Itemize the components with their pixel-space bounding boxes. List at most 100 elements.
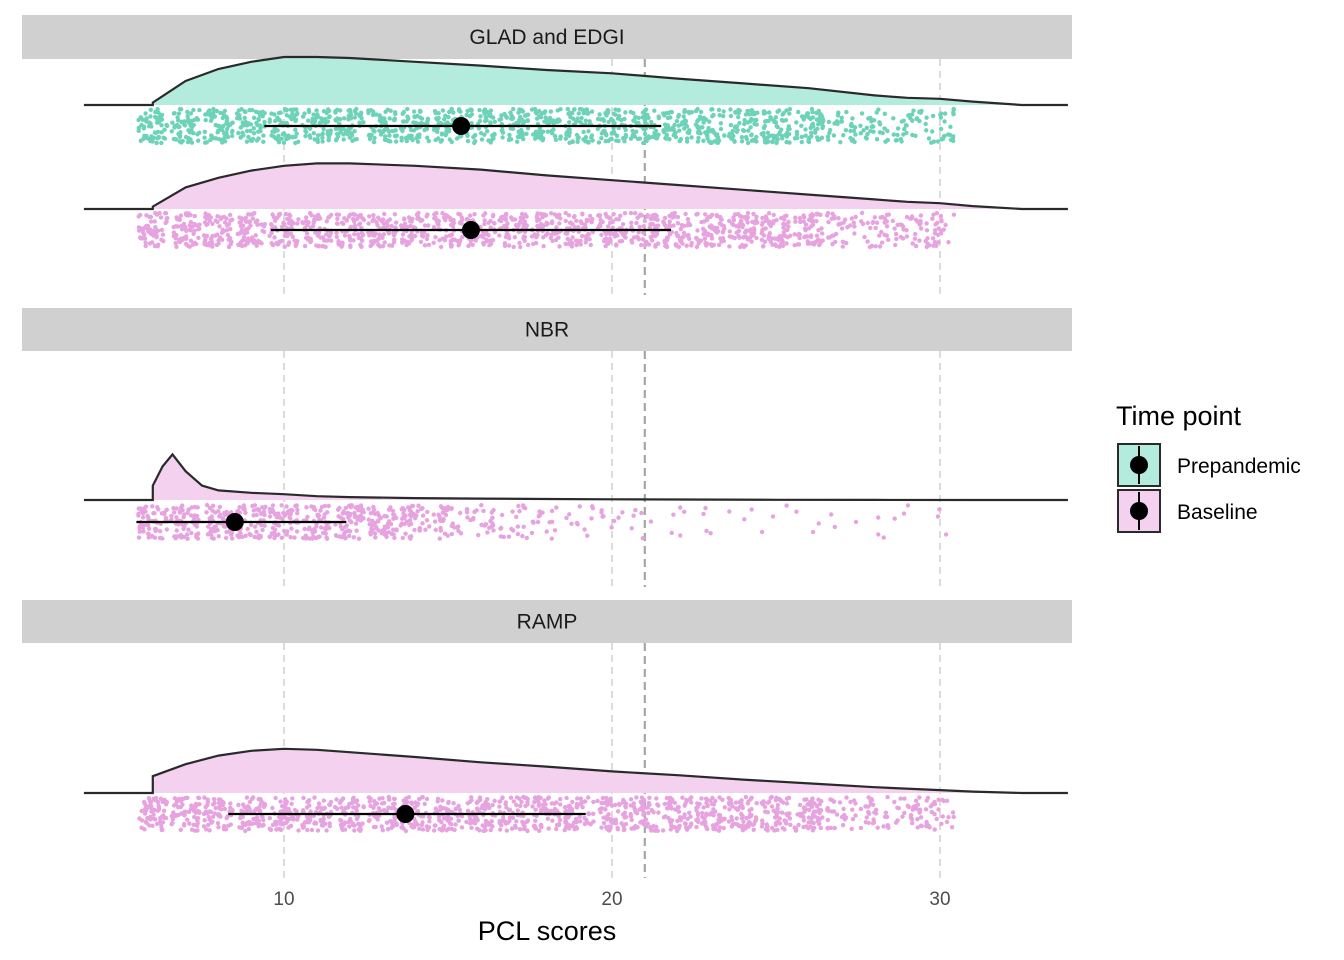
data-point	[314, 821, 319, 826]
data-point	[267, 233, 272, 239]
data-point	[157, 210, 162, 216]
data-point	[350, 821, 356, 826]
data-point	[261, 139, 266, 144]
data-point	[764, 140, 769, 145]
data-point	[684, 827, 690, 832]
data-point	[552, 528, 558, 533]
data-point	[337, 505, 342, 511]
data-point	[914, 116, 920, 121]
data-point	[908, 116, 913, 121]
data-point	[809, 212, 815, 217]
data-point	[701, 138, 706, 143]
data-point	[415, 509, 420, 514]
data-point	[591, 819, 596, 824]
data-point	[597, 213, 603, 218]
data-point	[844, 240, 849, 246]
data-point	[474, 508, 479, 513]
data-point	[752, 117, 758, 123]
data-point	[280, 516, 285, 521]
data-point	[550, 818, 555, 823]
data-point	[296, 217, 301, 222]
data-point	[185, 109, 190, 115]
data-point	[390, 508, 396, 514]
data-point	[904, 130, 909, 136]
data-point	[771, 808, 776, 813]
data-point	[148, 219, 154, 224]
data-point	[640, 115, 645, 120]
data-point	[539, 824, 544, 830]
data-point	[808, 125, 813, 131]
data-point	[514, 819, 519, 824]
data-point	[737, 120, 742, 126]
data-point	[185, 536, 190, 541]
data-point	[531, 520, 536, 525]
data-point	[739, 139, 745, 144]
data-point	[245, 240, 250, 245]
panel-strip	[22, 15, 1072, 59]
data-point	[160, 232, 166, 237]
data-point	[425, 233, 430, 238]
data-point	[186, 120, 192, 125]
data-point	[831, 809, 837, 814]
data-point	[767, 110, 772, 115]
data-point	[705, 231, 711, 236]
data-point	[419, 116, 425, 121]
data-point	[786, 224, 791, 229]
data-point	[537, 513, 543, 518]
data-point	[727, 509, 732, 514]
data-point	[383, 532, 388, 537]
data-point	[839, 226, 845, 231]
data-point	[731, 222, 736, 228]
data-point	[442, 117, 447, 122]
data-point	[174, 244, 179, 249]
data-point	[503, 802, 508, 807]
data-point	[759, 529, 765, 535]
data-point	[641, 140, 646, 146]
data-point	[754, 134, 759, 140]
data-point	[631, 118, 636, 123]
data-point	[470, 242, 475, 247]
data-point	[603, 211, 608, 217]
data-point	[865, 131, 870, 137]
data-point	[492, 119, 497, 125]
data-point	[930, 802, 935, 807]
data-point	[413, 800, 418, 805]
data-point	[775, 109, 780, 114]
data-point	[492, 230, 498, 235]
data-point	[274, 215, 280, 221]
data-point	[886, 237, 891, 242]
data-point	[616, 515, 621, 520]
data-point	[508, 795, 514, 800]
data-point	[876, 532, 881, 537]
data-point	[567, 110, 573, 115]
density-outline	[83, 452, 1068, 502]
data-point	[207, 828, 212, 833]
data-point	[647, 795, 652, 800]
data-point	[733, 109, 738, 115]
data-point	[337, 117, 343, 122]
data-point	[801, 115, 806, 121]
data-point	[469, 797, 474, 803]
data-point	[694, 244, 700, 250]
data-point	[366, 818, 372, 824]
data-point	[939, 218, 944, 223]
data-point	[254, 512, 259, 518]
data-point	[250, 136, 256, 142]
data-point	[350, 805, 356, 810]
data-point	[814, 219, 819, 224]
data-point	[851, 220, 856, 225]
data-point	[926, 824, 931, 829]
data-point	[283, 797, 288, 802]
data-point	[421, 234, 426, 239]
data-point	[417, 826, 422, 831]
data-point	[607, 216, 612, 221]
data-point	[825, 806, 830, 811]
data-point	[516, 129, 521, 134]
data-point	[252, 211, 257, 216]
data-point	[137, 529, 142, 534]
data-point	[511, 106, 516, 112]
data-point	[518, 107, 523, 113]
data-point	[376, 806, 382, 811]
data-point	[366, 506, 371, 511]
